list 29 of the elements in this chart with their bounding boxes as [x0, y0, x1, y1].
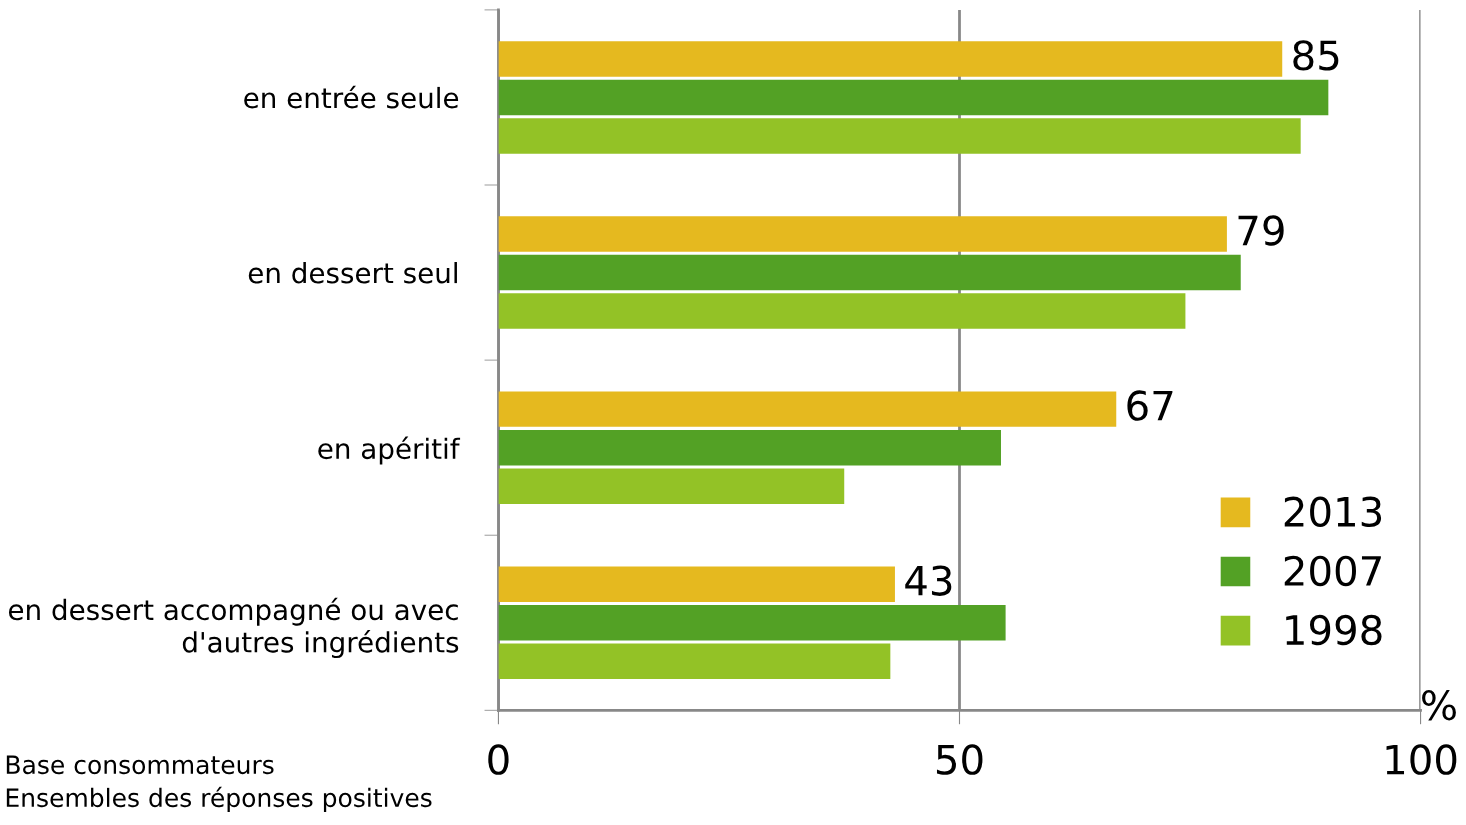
y-tick-label: en entrée seule	[244, 85, 459, 109]
y-tick-label: en dessert seul	[248, 262, 457, 284]
x-tick-label: 100	[1386, 744, 1457, 775]
data-label: 43	[905, 565, 952, 596]
legend-label: 2007	[1284, 555, 1381, 587]
text: Ensembles des réponses positives	[6, 786, 432, 813]
legend-label: 1998	[1286, 614, 1382, 646]
data-label: 79	[1238, 215, 1284, 246]
text: Base consommateurs	[6, 755, 274, 775]
x-tick-label: 50	[936, 744, 983, 775]
bar	[498, 293, 1186, 329]
bar	[498, 254, 1241, 291]
y-tick-label: en dessert accompagné ou avec d'autres ingrédients	[8, 597, 459, 659]
bar	[498, 216, 1227, 252]
bar	[498, 79, 1329, 116]
bar	[498, 41, 1283, 77]
bar	[498, 391, 1117, 427]
bar	[498, 468, 845, 504]
data-label: 67	[1127, 390, 1173, 421]
bar	[498, 118, 1301, 154]
bar	[498, 605, 1006, 641]
bar	[498, 643, 891, 680]
x-axis-title: %	[1422, 690, 1456, 721]
bar	[498, 566, 895, 602]
x-tick-label: 0	[488, 744, 509, 775]
y-tick-label: en apéritif	[318, 436, 461, 465]
bar	[498, 429, 1001, 466]
legend-label: 2013	[1284, 496, 1382, 528]
data-label: 85	[1293, 40, 1339, 71]
